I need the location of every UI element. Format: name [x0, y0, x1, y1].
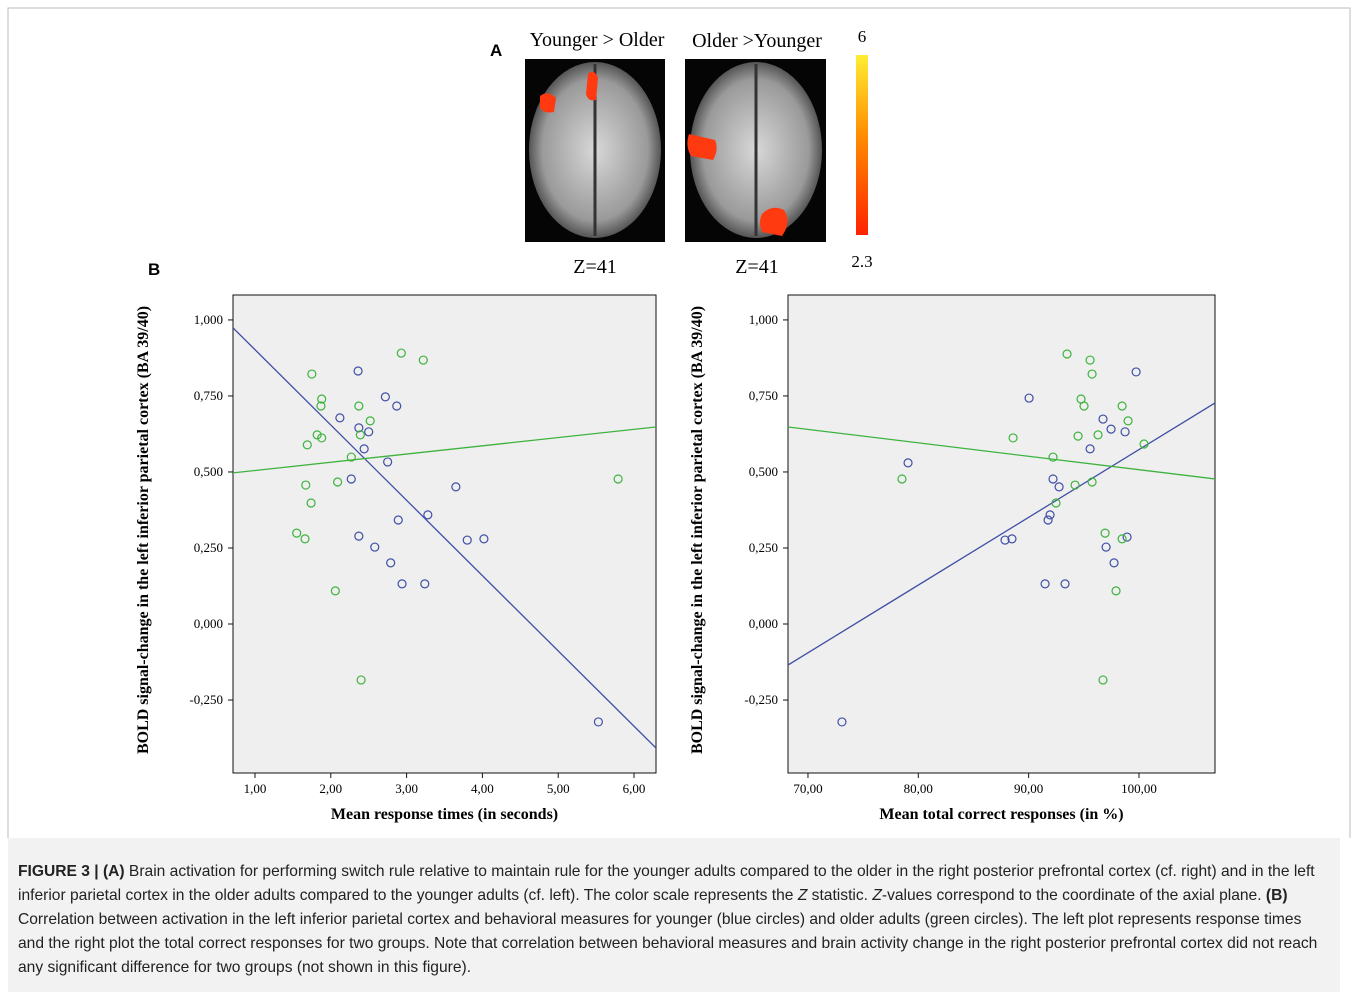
brain-image — [685, 59, 826, 242]
panel-label: A — [490, 41, 502, 60]
panel-label: B — [148, 260, 160, 279]
slice-label: Z=41 — [735, 256, 779, 278]
caption-text: Correlation between activation in the le… — [18, 911, 1317, 976]
x-axis-title: Mean total correct responses (in %) — [879, 806, 1123, 823]
caption-bold: FIGURE 3 | (A) — [18, 863, 125, 880]
image-title: Younger > Older — [530, 29, 665, 51]
plot-area — [233, 295, 656, 773]
x-tick-label: 3,00 — [395, 781, 418, 796]
y-tick-label: 0,000 — [194, 616, 223, 631]
y-tick-label: 0,500 — [194, 464, 223, 479]
colorbar-max: 6 — [858, 27, 867, 46]
y-tick-label: 0,750 — [194, 388, 223, 403]
y-tick-label: 0,250 — [749, 540, 778, 555]
caption-text: -values correspond to the coordinate of … — [882, 887, 1266, 904]
caption-italic: Z — [872, 887, 882, 904]
y-axis-title: BOLD signal-change in the left inferior … — [689, 295, 729, 765]
x-tick-label: 90,00 — [1014, 781, 1043, 796]
slice-label: Z=41 — [573, 256, 617, 278]
brain-image — [525, 59, 665, 242]
y-tick-label: -0,250 — [189, 692, 223, 707]
y-tick-label: 1,000 — [194, 312, 223, 327]
x-tick-label: 6,00 — [623, 781, 646, 796]
x-tick-label: 80,00 — [904, 781, 933, 796]
caption-bold: (B) — [1266, 887, 1288, 904]
caption: FIGURE 3 | (A) Brain activation for perf… — [8, 838, 1340, 992]
color-bar — [856, 55, 868, 235]
y-tick-label: 0,250 — [194, 540, 223, 555]
x-tick-label: 1,00 — [244, 781, 267, 796]
y-axis-title: BOLD signal-change in the left inferior … — [135, 295, 175, 765]
image-title: Older >Younger — [692, 30, 822, 52]
x-axis-title: Mean response times (in seconds) — [331, 806, 558, 823]
x-tick-label: 70,00 — [793, 781, 822, 796]
y-tick-label: 0,000 — [749, 616, 778, 631]
colorbar-min: 2.3 — [851, 252, 872, 271]
x-tick-label: 2,00 — [319, 781, 342, 796]
y-tick-label: -0,250 — [744, 692, 778, 707]
caption-italic: Z — [798, 887, 808, 904]
page: A Younger > Older Older >Younger 6 2.3 Z… — [0, 0, 1358, 992]
x-tick-label: 100,00 — [1121, 781, 1157, 796]
caption-text: statistic. — [807, 887, 872, 904]
y-tick-label: 0,750 — [749, 388, 778, 403]
y-tick-label: 1,000 — [749, 312, 778, 327]
x-tick-label: 5,00 — [547, 781, 570, 796]
x-tick-label: 4,00 — [471, 781, 494, 796]
figure: A Younger > Older Older >Younger 6 2.3 Z… — [0, 0, 1358, 838]
y-tick-label: 0,500 — [749, 464, 778, 479]
